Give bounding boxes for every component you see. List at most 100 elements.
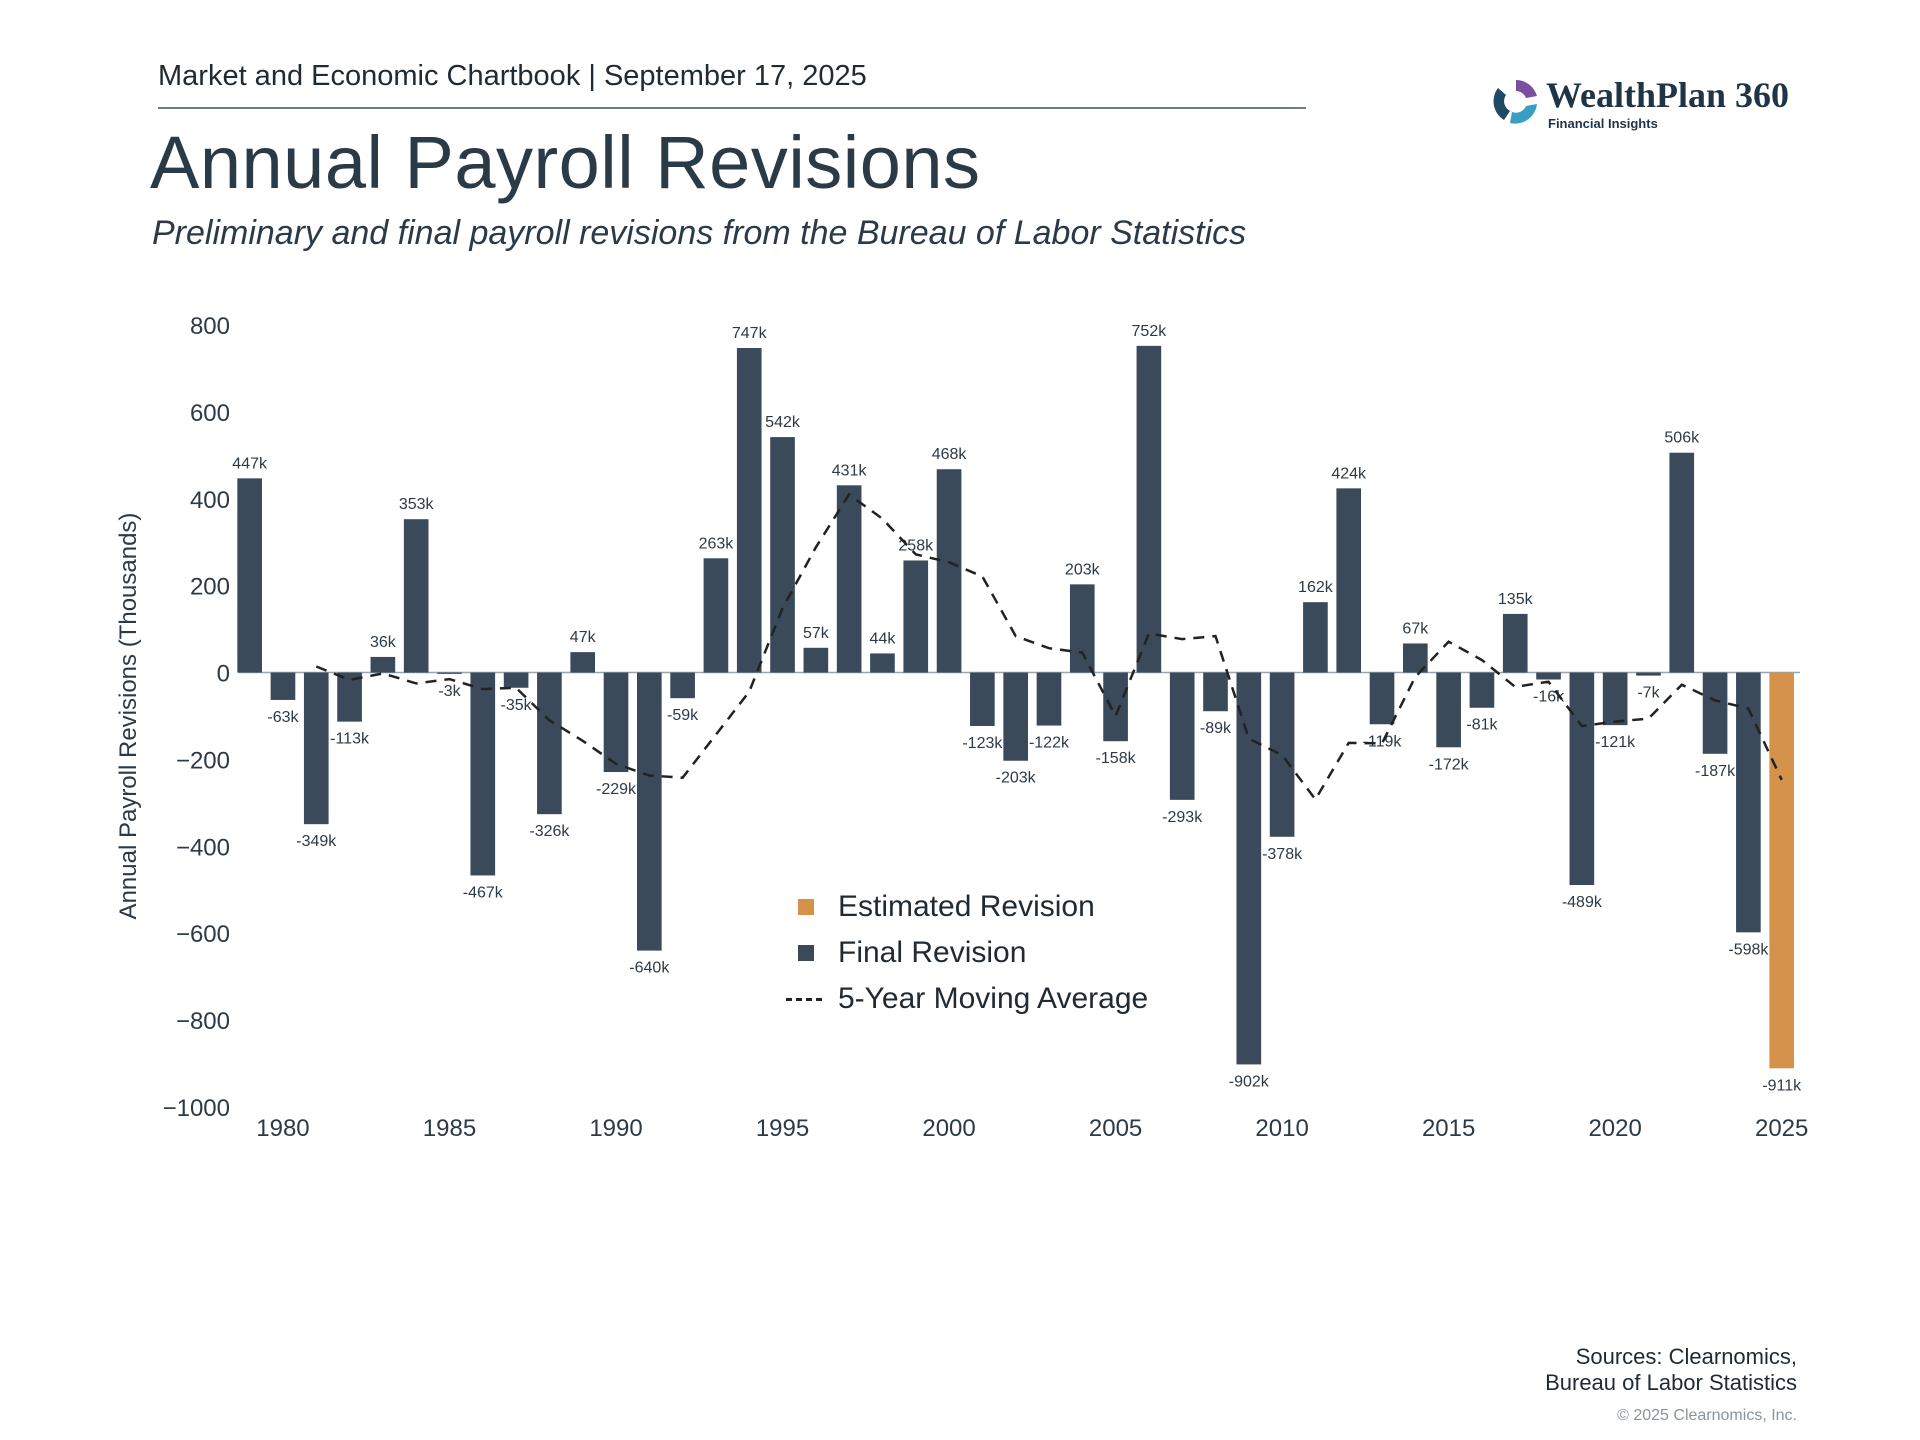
y-tick-label: −800: [176, 1008, 230, 1035]
logo-mark-icon: [1493, 80, 1537, 124]
final-revision-bar: [703, 558, 729, 673]
final-revision-bar: [1702, 672, 1728, 754]
x-tick-label: 2025: [1755, 1115, 1808, 1142]
y-tick-label: 200: [190, 574, 230, 601]
final-revision-data-label: 447k: [232, 455, 268, 472]
final-revision-data-label: 468k: [932, 446, 968, 463]
x-tick-label: 1995: [756, 1115, 809, 1142]
final-revision-bar: [1069, 584, 1095, 673]
final-revision-bar: [303, 672, 329, 825]
sources-line-2: Bureau of Labor Statistics: [1545, 1370, 1797, 1395]
final-revision-bar: [1136, 345, 1162, 673]
final-revision-data-label: -326k: [529, 823, 570, 840]
x-tick-label: 1990: [589, 1115, 642, 1142]
final-revision-bar: [1536, 672, 1561, 680]
page-title: Annual Payroll Revisions: [150, 121, 981, 204]
final-revision-data-label: -122k: [1029, 735, 1070, 752]
final-revision-data-label: -3k: [438, 683, 461, 700]
final-revision-data-label: 258k: [898, 537, 934, 554]
final-revision-data-label: -467k: [463, 884, 504, 901]
x-tick-label: 1985: [423, 1115, 476, 1142]
final-revision-data-label: -187k: [1695, 763, 1736, 780]
final-revision-bar: [1602, 672, 1628, 726]
final-revision-bar: [1103, 672, 1128, 742]
y-tick-label: −1000: [163, 1095, 230, 1122]
final-revision-bar: [1736, 672, 1761, 933]
final-revision-data-label: 431k: [832, 462, 868, 479]
logo-wordmark: WealthPlan 360: [1546, 75, 1790, 115]
final-revision-bar: [1003, 672, 1028, 761]
final-revision-data-label: -378k: [1262, 846, 1303, 863]
y-tick-label: 0: [217, 661, 230, 688]
legend-item-final: Final Revision: [780, 930, 1148, 976]
estimated-revision-data-label: -911k: [1762, 1077, 1802, 1094]
moving-average-line: [315, 492, 1783, 802]
final-revision-bar: [636, 672, 662, 951]
final-revision-bar: [537, 672, 562, 815]
final-revision-bar: [803, 647, 829, 673]
final-revision-bar: [1303, 602, 1328, 673]
final-revision-data-label: 747k: [732, 325, 768, 342]
final-revision-bar: [370, 656, 396, 673]
final-revision-bar: [836, 485, 862, 673]
final-revision-bar: [503, 672, 529, 688]
final-revision-data-label: -63k: [267, 709, 299, 726]
final-revision-bar: [1169, 672, 1195, 800]
final-revision-data-label: -598k: [1728, 941, 1769, 958]
final-revision-bar: [1203, 672, 1228, 712]
final-revision-bar: [970, 672, 995, 726]
final-revision-data-label: 424k: [1331, 465, 1367, 482]
final-revision-data-label: -203k: [996, 770, 1037, 787]
brand-logo: WealthPlan 360 Financial Insights: [1490, 70, 1790, 140]
final-revision-data-label: 752k: [1132, 323, 1168, 340]
final-revision-bar: [1436, 672, 1461, 748]
final-revision-data-label: 47k: [570, 629, 597, 646]
final-revision-bar: [403, 519, 429, 673]
legend-swatch-estimated: [798, 899, 814, 915]
final-revision-bar: [903, 560, 929, 673]
final-revision-bar: [470, 672, 496, 876]
final-revision-bar: [237, 478, 262, 673]
final-revision-bar: [437, 672, 462, 674]
final-revision-data-label: -7k: [1637, 685, 1660, 702]
final-revision-data-label: -349k: [296, 833, 337, 850]
legend-label-moving-average: 5-Year Moving Average: [838, 982, 1149, 1015]
y-tick-label: −400: [176, 834, 230, 861]
final-revision-bar: [1236, 672, 1262, 1065]
final-revision-data-label: 67k: [1402, 620, 1429, 637]
x-tick-label: 2010: [1255, 1115, 1308, 1142]
final-revision-bar: [603, 672, 629, 773]
x-tick-label: 2015: [1422, 1115, 1475, 1142]
final-revision-bar: [936, 469, 962, 673]
final-revision-data-label: -229k: [596, 781, 637, 798]
y-tick-label: 800: [190, 313, 230, 340]
estimated-revision-bar: [1769, 672, 1795, 1069]
final-revision-data-label: -172k: [1429, 756, 1470, 773]
final-revision-bar: [1369, 672, 1395, 725]
final-revision-data-label: 263k: [699, 535, 735, 552]
final-revision-data-label: -640k: [629, 960, 670, 977]
page-subtitle: Preliminary and final payroll revisions …: [152, 214, 1247, 252]
final-revision-bar: [1636, 672, 1661, 676]
final-revision-bar: [1336, 488, 1362, 673]
legend-item-moving-average: 5-Year Moving Average: [780, 976, 1148, 1022]
final-revision-bar: [736, 348, 762, 673]
final-revision-data-label: -489k: [1562, 894, 1603, 911]
sources-note: Sources: Clearnomics, Bureau of Labor St…: [1545, 1344, 1797, 1396]
final-revision-data-label: -293k: [1162, 809, 1203, 826]
final-revision-bar: [1502, 613, 1528, 673]
final-revision-bar: [1669, 452, 1695, 673]
final-revision-bar: [670, 672, 695, 699]
final-revision-bar: [870, 653, 895, 673]
final-revision-data-label: 542k: [765, 414, 801, 431]
copyright-note: © 2025 Clearnomics, Inc.: [1617, 1407, 1797, 1424]
y-tick-label: −200: [176, 747, 230, 774]
legend-item-estimated: Estimated Revision: [780, 884, 1148, 930]
final-revision-data-label: -123k: [962, 735, 1003, 752]
final-revision-data-label: 57k: [803, 625, 830, 642]
final-revision-bar: [337, 672, 362, 722]
final-revision-data-label: -158k: [1096, 750, 1137, 767]
final-revision-data-label: -113k: [330, 731, 370, 748]
final-revision-bar: [770, 437, 795, 673]
